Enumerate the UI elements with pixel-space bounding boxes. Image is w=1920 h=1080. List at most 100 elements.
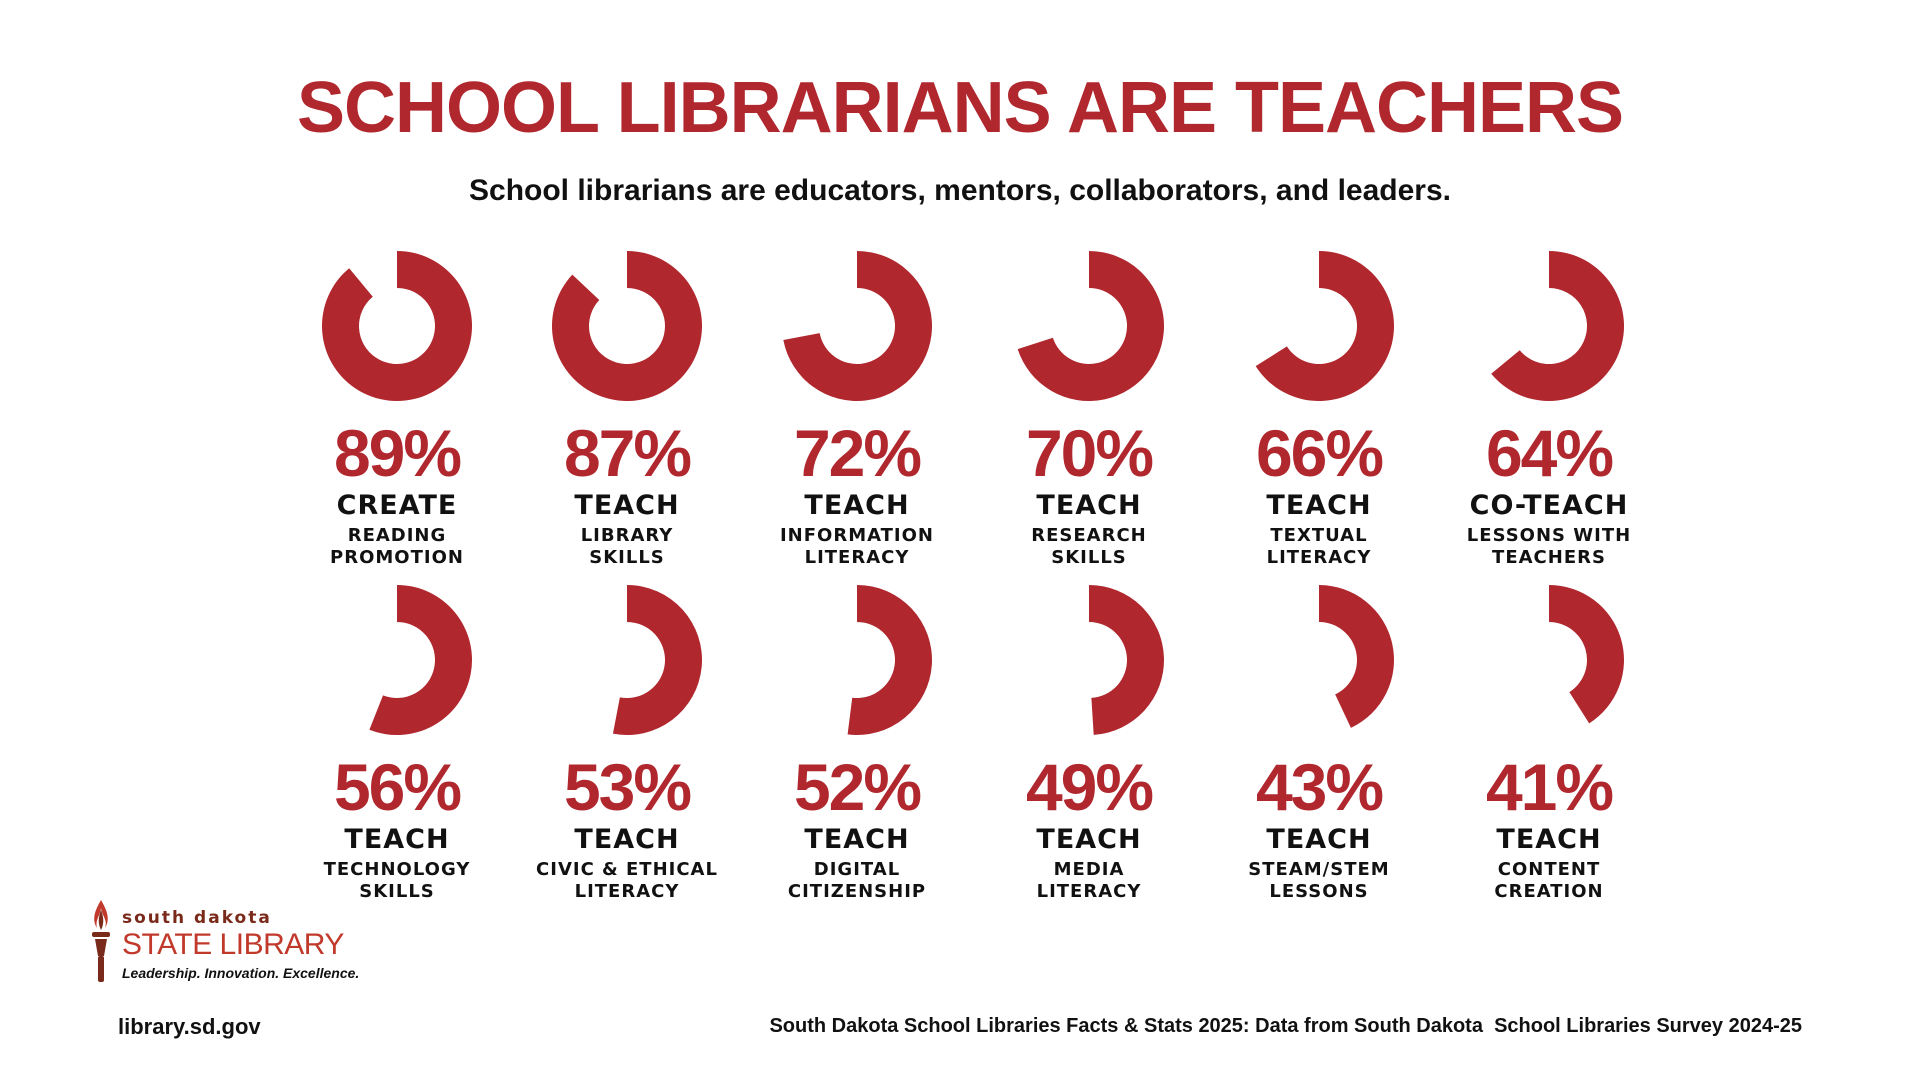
stat-cell: 89% CREATE READING PROMOTION [282, 246, 512, 569]
description-line-1: LESSONS WITH [1466, 525, 1632, 546]
description-label: LIBRARY SKILLS [512, 525, 742, 569]
description-line-2: SKILLS [359, 881, 435, 902]
description-line-1: CONTENT [1497, 859, 1601, 880]
description-line-1: CIVIC & ETHICAL [536, 859, 718, 880]
action-label: TEACH [574, 824, 680, 855]
action-label: TEACH [804, 490, 910, 521]
description-line-2: LITERACY [1266, 547, 1372, 568]
donut-arc [847, 585, 932, 735]
description-line-1: READING [347, 525, 447, 546]
donut-chart [1089, 585, 1164, 735]
percent-label: 43% [1255, 750, 1384, 824]
donut-chart [1549, 585, 1624, 724]
donut-chart [552, 251, 702, 401]
description-label: STEAM/STEM LESSONS [1204, 859, 1434, 903]
action-label: CO-TEACH [1469, 490, 1629, 521]
donut-arc [322, 251, 472, 401]
description-line-1: RESEARCH [1031, 525, 1147, 546]
donut-arc [1491, 251, 1624, 401]
description-label: READING PROMOTION [282, 525, 512, 569]
page-title: SCHOOL LIBRARIANS ARE TEACHERS [296, 68, 1624, 148]
description-label: CIVIC & ETHICAL LITERACY [512, 859, 742, 903]
donut-arc [1255, 251, 1394, 401]
logo-top-text: south dakota [122, 908, 272, 928]
description-line-2: CREATION [1494, 881, 1604, 902]
stat-cell: 52% TEACH DIGITAL CITIZENSHIP [742, 580, 972, 903]
description-line-1: TECHNOLOGY [323, 859, 471, 880]
description-line-2: LITERACY [804, 547, 910, 568]
description-line-2: SKILLS [589, 547, 665, 568]
donut-chart [1491, 251, 1624, 401]
action-label: TEACH [344, 824, 450, 855]
stat-cell: 53% TEACH CIVIC & ETHICAL LITERACY [512, 580, 742, 903]
percent-label: 72% [793, 416, 922, 490]
description-line-1: LIBRARY [580, 525, 674, 546]
donut-chart [1017, 251, 1164, 401]
torch-icon [92, 900, 110, 982]
percent-label: 49% [1025, 750, 1154, 824]
footer-website: library.sd.gov [118, 1014, 261, 1039]
percent-label: 56% [333, 750, 462, 824]
donut-arc [369, 585, 472, 735]
percent-label: 41% [1485, 750, 1614, 824]
donut-arc [783, 251, 932, 401]
stat-cell: 41% TEACH CONTENT CREATION [1434, 580, 1664, 903]
description-line-1: TEXTUAL [1270, 525, 1368, 546]
description-label: TECHNOLOGY SKILLS [282, 859, 512, 903]
donut-arc [1549, 585, 1624, 724]
logo-main-text: STATE LIBRARY [122, 928, 344, 961]
action-label: CREATE [336, 490, 458, 521]
stat-cell: 66% TEACH TEXTUAL LITERACY [1204, 246, 1434, 569]
donut-arc [612, 585, 702, 735]
description-label: CONTENT CREATION [1434, 859, 1664, 903]
percent-label: 89% [333, 416, 462, 490]
description-line-2: LITERACY [574, 881, 680, 902]
donut-chart [1319, 585, 1394, 728]
stat-cell: 56% TEACH TECHNOLOGY SKILLS [282, 580, 512, 903]
donut-chart [612, 585, 702, 735]
donut-arc [1089, 585, 1164, 735]
percent-label: 70% [1025, 416, 1154, 490]
stat-cell: 43% TEACH STEAM/STEM LESSONS [1204, 580, 1434, 903]
description-label: MEDIA LITERACY [974, 859, 1204, 903]
description-line-2: TEACHERS [1492, 547, 1606, 568]
stat-cell: 72% TEACH INFORMATION LITERACY [742, 246, 972, 569]
donut-chart [1255, 251, 1394, 401]
page-subtitle: School librarians are educators, mentors… [469, 174, 1451, 207]
description-line-1: DIGITAL [813, 859, 901, 880]
action-label: TEACH [1266, 490, 1372, 521]
stat-cell: 70% TEACH RESEARCH SKILLS [974, 246, 1204, 569]
stat-cell: 87% TEACH LIBRARY SKILLS [512, 246, 742, 569]
description-label: TEXTUAL LITERACY [1204, 525, 1434, 569]
action-label: TEACH [804, 824, 910, 855]
description-label: RESEARCH SKILLS [974, 525, 1204, 569]
stat-cell: 64% CO-TEACH LESSONS WITH TEACHERS [1434, 246, 1664, 569]
percent-label: 52% [793, 750, 922, 824]
description-line-2: SKILLS [1051, 547, 1127, 568]
description-line-2: CITIZENSHIP [787, 881, 927, 902]
donut-chart [369, 585, 472, 735]
description-label: INFORMATION LITERACY [742, 525, 972, 569]
description-line-1: MEDIA [1053, 859, 1125, 880]
description-label: DIGITAL CITIZENSHIP [742, 859, 972, 903]
donut-chart [847, 585, 932, 735]
action-label: TEACH [574, 490, 680, 521]
donut-chart [322, 251, 472, 401]
percent-label: 87% [563, 416, 692, 490]
percent-label: 64% [1485, 416, 1614, 490]
description-line-2: PROMOTION [330, 547, 464, 568]
action-label: TEACH [1036, 824, 1142, 855]
state-library-logo: south dakota STATE LIBRARY Leadership. I… [86, 898, 386, 988]
donut-arc [1319, 585, 1394, 728]
description-line-2: LITERACY [1036, 881, 1142, 902]
percent-label: 66% [1255, 416, 1384, 490]
action-label: TEACH [1266, 824, 1372, 855]
logo-tagline: Leadership. Innovation. Excellence. [122, 965, 360, 981]
description-line-1: STEAM/STEM [1248, 859, 1390, 880]
action-label: TEACH [1496, 824, 1602, 855]
donut-arc [552, 251, 702, 401]
stat-cell: 49% TEACH MEDIA LITERACY [974, 580, 1204, 903]
action-label: TEACH [1036, 490, 1142, 521]
percent-label: 53% [563, 750, 692, 824]
description-label: LESSONS WITH TEACHERS [1434, 525, 1664, 569]
